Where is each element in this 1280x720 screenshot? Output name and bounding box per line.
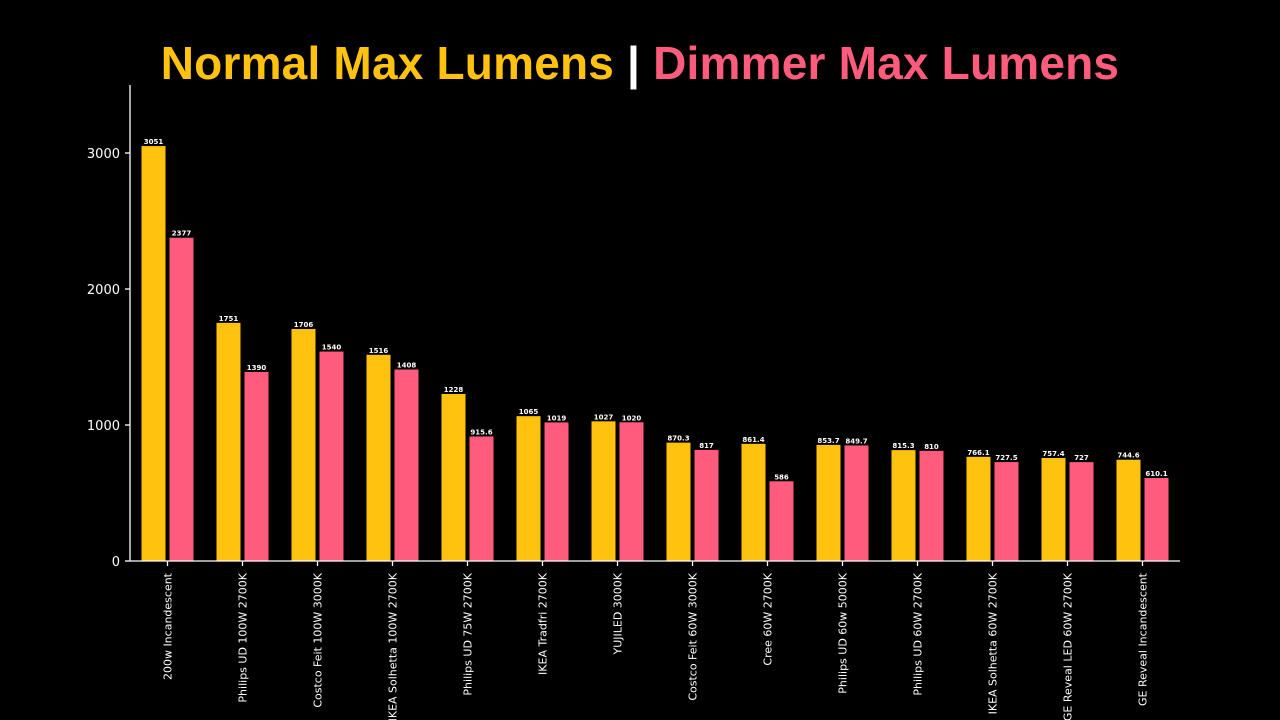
data-label-dimmer: 810 [924, 443, 939, 451]
bar-normal [966, 456, 991, 561]
data-label-dimmer: 727.5 [995, 454, 1017, 462]
data-label-normal: 1027 [594, 413, 614, 421]
x-tick-label: 200w Incandescent [162, 572, 175, 680]
data-label-normal: 815.3 [892, 442, 914, 450]
bar-dimmer [394, 369, 419, 561]
data-label-dimmer: 817 [699, 442, 714, 450]
x-tick-label: YUJILED 3000K [612, 572, 625, 655]
data-label-normal: 870.3 [667, 435, 689, 443]
title-dimmer: Dimmer Max Lumens [653, 37, 1120, 89]
y-tick-label: 1000 [87, 419, 120, 434]
data-label-dimmer: 1408 [397, 362, 417, 370]
data-label-dimmer: 1540 [322, 344, 342, 352]
x-tick-label: IKEA Solhetta 60W 2700K [987, 572, 1000, 714]
bar-normal [891, 450, 916, 561]
bar-normal [741, 443, 766, 561]
data-label-dimmer: 915.6 [470, 428, 492, 436]
bar-normal [666, 442, 691, 561]
data-label-dimmer: 586 [774, 473, 789, 481]
bar-normal [1116, 459, 1141, 561]
data-label-normal: 757.4 [1042, 450, 1064, 458]
y-axis: 0 1000 2000 3000 [87, 85, 131, 570]
bar-normal [141, 146, 166, 561]
data-label-dimmer: 727 [1074, 454, 1089, 462]
chart-title: Normal Max Lumens | Dimmer Max Lumens [0, 36, 1280, 90]
x-tick-label: Philips UD 60W 2700K [912, 572, 925, 695]
data-label-normal: 1228 [444, 386, 464, 394]
bar-dimmer [994, 462, 1019, 561]
bar-normal [441, 393, 466, 561]
x-tick-label: IKEA Solhetta 100W 2700K [387, 572, 400, 720]
bar-normal [516, 416, 541, 561]
x-tick-label: IKEA Tradfri 2700K [537, 572, 550, 675]
bar-normal [816, 444, 841, 561]
data-label-normal: 1751 [219, 315, 239, 323]
data-label-dimmer: 849.7 [845, 437, 867, 445]
data-label-normal: 744.6 [1117, 452, 1139, 460]
bar-normal [291, 328, 316, 561]
x-tick-label: Philips UD 75W 2700K [462, 572, 475, 695]
x-tick-label: GE Reveal Incandescent [1137, 572, 1150, 706]
bar-dimmer [769, 481, 794, 561]
bar-dimmer [1144, 478, 1169, 561]
data-label-dimmer: 1020 [622, 414, 642, 422]
y-tick-label: 3000 [87, 147, 120, 162]
data-label-dimmer: 1019 [547, 414, 567, 422]
data-label-normal: 766.1 [967, 449, 989, 457]
y-tick-label: 0 [112, 555, 120, 570]
bar-normal [1041, 457, 1066, 561]
bars: 3051 2377 1751 1390 1706 1540 1516 1408 1228 915.… [141, 138, 1169, 561]
y-tick-label: 2000 [87, 283, 120, 298]
title-normal: Normal Max Lumens [160, 37, 615, 89]
bar-dimmer [919, 450, 944, 561]
data-label-normal: 3051 [144, 138, 164, 146]
title-separator: | [627, 37, 641, 89]
x-tick-label: Cree 60W 2700K [762, 572, 775, 665]
data-label-normal: 1706 [294, 321, 314, 329]
x-tick-label: Philips UD 100W 2700K [237, 572, 250, 702]
bar-dimmer [694, 449, 719, 561]
bar-dimmer [1069, 462, 1094, 561]
data-label-dimmer: 2377 [172, 230, 192, 238]
data-label-normal: 861.4 [742, 436, 764, 444]
bar-dimmer [319, 351, 344, 561]
data-label-normal: 853.7 [817, 437, 839, 445]
bar-dimmer [619, 422, 644, 561]
bar-normal [591, 421, 616, 561]
bar-normal [366, 354, 391, 561]
bar-dimmer [844, 445, 869, 561]
bar-dimmer [244, 371, 269, 561]
x-axis: 200w Incandescent Philips UD 100W 2700K Co… [130, 560, 1180, 720]
x-tick-label: Costco Feit 100W 3000K [312, 572, 325, 707]
data-label-normal: 1065 [519, 408, 539, 416]
bar-normal [216, 322, 241, 561]
bar-dimmer [469, 436, 494, 561]
x-tick-label: Costco Feit 60W 3000K [687, 572, 700, 700]
x-tick-label: Philips UD 60w 5000K [837, 572, 850, 693]
data-label-dimmer: 1390 [247, 364, 267, 372]
bar-dimmer [169, 237, 194, 561]
bar-dimmer [544, 422, 569, 561]
data-label-normal: 1516 [369, 347, 389, 355]
x-tick-label: GE Reveal LED 60W 2700K [1062, 572, 1075, 720]
data-label-dimmer: 610.1 [1145, 470, 1167, 478]
